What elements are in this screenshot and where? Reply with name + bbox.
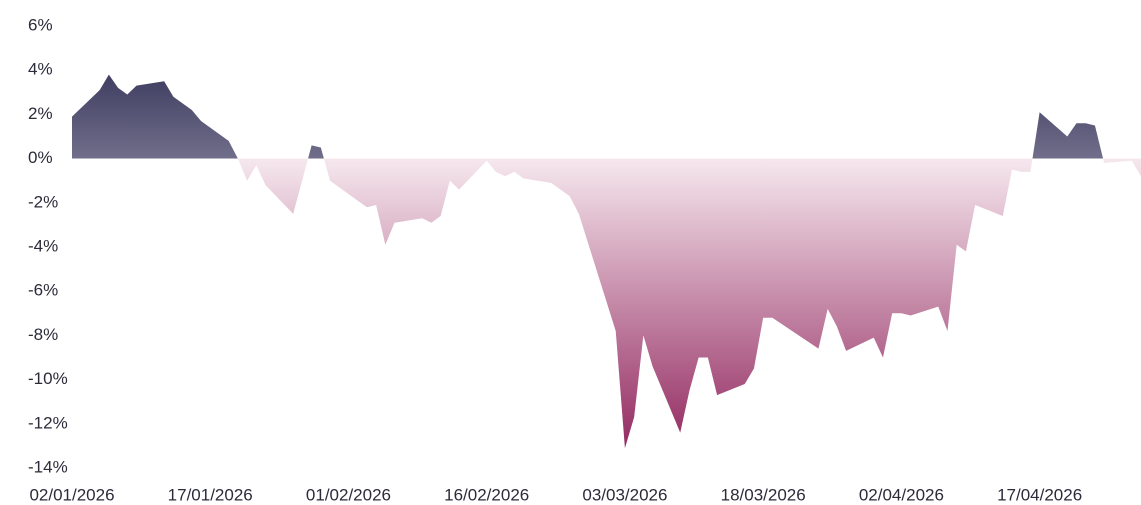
x-tick-label: 18/03/2026 [721,485,806,504]
y-tick-label: -14% [28,457,68,476]
x-tick-label: 02/01/2026 [29,485,114,504]
x-tick-label: 17/04/2026 [997,485,1082,504]
y-tick-label: 0% [28,148,53,167]
y-tick-label: 2% [28,104,53,123]
y-tick-label: -12% [28,413,68,432]
x-tick-label: 16/02/2026 [444,485,529,504]
y-tick-label: -2% [28,192,58,211]
y-tick-label: -6% [28,281,58,300]
y-tick-label: -8% [28,325,58,344]
area [72,74,1141,449]
y-tick-label: -10% [28,369,68,388]
x-tick-label: 03/03/2026 [582,485,667,504]
x-tick-label: 01/02/2026 [306,485,391,504]
y-tick-label: 4% [28,60,53,79]
x-tick-label: 17/01/2026 [168,485,253,504]
y-tick-label: 6% [28,15,53,34]
x-tick-label: 02/04/2026 [859,485,944,504]
y-tick-label: -4% [28,236,58,255]
